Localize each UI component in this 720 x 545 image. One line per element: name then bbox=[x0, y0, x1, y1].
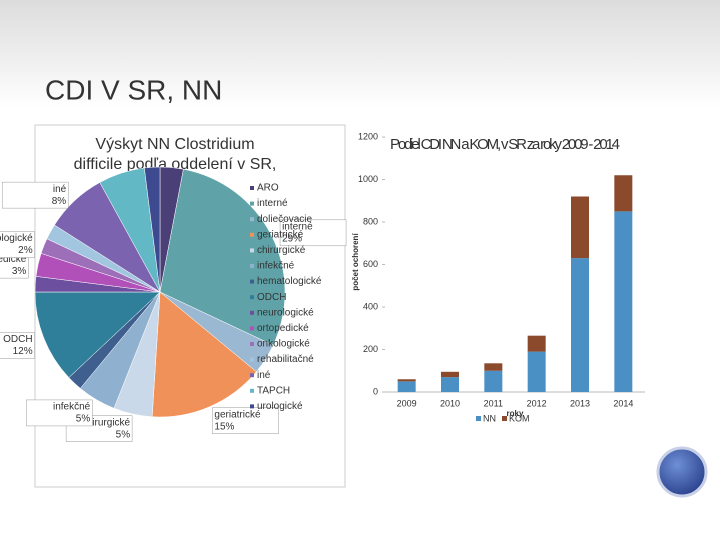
decoration bbox=[656, 446, 708, 498]
x-tick-label: 2012 bbox=[527, 398, 547, 408]
label-box bbox=[212, 407, 279, 434]
y-tick-label: 1000 bbox=[358, 174, 378, 184]
legend-swatch bbox=[502, 416, 507, 421]
data-label: 2% bbox=[18, 245, 33, 256]
chart-title: difficile podľa oddelení v SR, bbox=[74, 156, 277, 173]
label-box bbox=[26, 399, 93, 427]
legend-swatch bbox=[250, 357, 254, 362]
legend-label: interné bbox=[257, 198, 288, 209]
pie-slice bbox=[151, 291, 257, 418]
y-tick-label: 800 bbox=[363, 216, 378, 226]
legend-label: ARO bbox=[257, 183, 279, 194]
label-box bbox=[1, 181, 69, 209]
data-label: 15% bbox=[214, 421, 234, 432]
legend-label: ortopedické bbox=[257, 323, 309, 334]
legend-swatch bbox=[250, 186, 254, 190]
data-label-name: interné bbox=[282, 221, 313, 232]
legend-swatch bbox=[250, 201, 254, 206]
legend-label: infekčné bbox=[257, 261, 295, 272]
bar bbox=[527, 335, 546, 352]
x-tick-label: 2011 bbox=[484, 398, 503, 408]
legend-swatch bbox=[250, 373, 254, 378]
x-tick-label: 2014 bbox=[613, 398, 633, 408]
bar bbox=[397, 381, 416, 392]
data-label-name: geriatrické bbox=[214, 409, 261, 420]
data-label-name: ODCH bbox=[3, 334, 32, 345]
x-tick-label: 2010 bbox=[440, 398, 460, 408]
legend-swatch bbox=[250, 295, 254, 300]
y-tick-label: 1200 bbox=[358, 131, 378, 141]
label-box bbox=[279, 219, 347, 247]
x-axis-label: roky bbox=[507, 409, 524, 418]
legend-swatch bbox=[476, 416, 481, 421]
legend-swatch bbox=[250, 248, 254, 253]
legend-swatch bbox=[250, 326, 254, 331]
legend-label: doliečovacie bbox=[257, 214, 312, 225]
chart-title: Výskyt NN Clostridium bbox=[95, 136, 254, 153]
legend-swatch bbox=[250, 232, 254, 237]
bar bbox=[484, 370, 503, 392]
data-label-name: chirurgické bbox=[82, 417, 131, 428]
legend-swatch bbox=[250, 310, 254, 315]
legend-label: neurologické bbox=[257, 307, 314, 318]
data-label-name: iné bbox=[53, 184, 67, 195]
data-label-name: infekčné bbox=[53, 402, 91, 413]
legend-label: geriatrické bbox=[257, 229, 304, 240]
bar-chart: Podiel CDI NN a KOM, v SR za roky 2009 -… bbox=[351, 131, 645, 423]
data-label: 3% bbox=[12, 266, 27, 277]
bar bbox=[397, 379, 416, 382]
bar bbox=[527, 351, 546, 392]
label-box bbox=[0, 231, 35, 258]
pie-slice bbox=[159, 168, 286, 346]
data-label: 5% bbox=[76, 414, 91, 425]
legend-label: rehabilitačné bbox=[257, 354, 314, 365]
y-tick-label: 400 bbox=[363, 301, 378, 311]
y-tick-label: 200 bbox=[363, 344, 378, 354]
chart-title: Podiel CDI NN a KOM, v SR za roky 2009 -… bbox=[390, 136, 620, 153]
bar bbox=[441, 371, 459, 378]
legend-label: chirurgické bbox=[257, 245, 306, 256]
y-tick-label: 0 bbox=[373, 386, 378, 396]
legend-label: hematologické bbox=[257, 276, 322, 287]
legend-label: NN bbox=[483, 413, 496, 423]
bar bbox=[441, 377, 459, 392]
data-label: 12% bbox=[13, 346, 33, 357]
legend-label: TAPCH bbox=[257, 385, 290, 396]
bar bbox=[614, 175, 633, 212]
legend-label: KOM bbox=[509, 413, 530, 423]
x-tick-label: 2013 bbox=[570, 398, 590, 408]
y-axis-label: počet ochorení bbox=[351, 233, 360, 291]
legend-label: urologické bbox=[257, 401, 303, 412]
legend-swatch bbox=[250, 388, 254, 393]
label-box bbox=[0, 332, 35, 359]
label-box bbox=[65, 415, 133, 442]
legend-label: onkologické bbox=[257, 339, 310, 350]
data-label: 29% bbox=[282, 233, 302, 244]
bar bbox=[571, 196, 589, 259]
legend-swatch bbox=[250, 264, 254, 268]
legend-label: iné bbox=[257, 370, 271, 381]
legend-label: ODCH bbox=[257, 292, 286, 303]
legend-swatch bbox=[250, 279, 254, 284]
data-label: 8% bbox=[52, 196, 67, 207]
pie-slice bbox=[144, 166, 161, 293]
bar bbox=[614, 211, 633, 392]
data-label-name: ortopedické bbox=[0, 254, 27, 265]
legend-swatch bbox=[250, 404, 254, 409]
data-label: 5% bbox=[116, 429, 131, 440]
pie-slice bbox=[34, 291, 161, 378]
bar bbox=[484, 363, 503, 371]
pie-chart: Výskyt NN Clostridium difficile podľa odd… bbox=[0, 136, 347, 442]
bar bbox=[571, 258, 589, 392]
legend-swatch bbox=[250, 217, 254, 222]
y-tick-label: 600 bbox=[363, 259, 378, 269]
data-label-name: onkologické bbox=[0, 233, 33, 244]
legend-swatch bbox=[250, 342, 254, 346]
x-tick-label: 2009 bbox=[397, 398, 417, 408]
slide-title: CDI V SR, NN bbox=[45, 74, 222, 105]
